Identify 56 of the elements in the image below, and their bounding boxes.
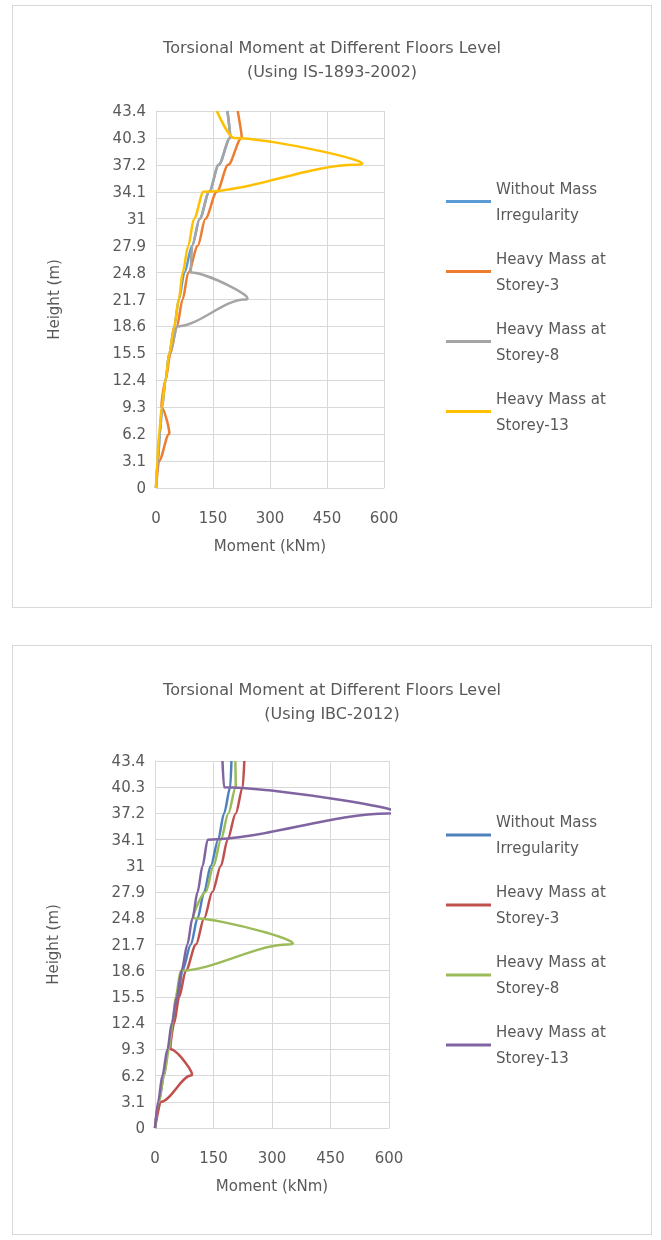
- chart-title: Torsional Moment at Different Floors Level: [162, 37, 501, 57]
- x-tick-label: 450: [312, 508, 342, 527]
- y-tick-label: 9.3: [122, 398, 146, 417]
- x-axis-title: Moment (kNm): [213, 536, 327, 555]
- x-tick-label: 0: [150, 1148, 160, 1167]
- y-tick-label: 6.2: [122, 425, 146, 444]
- x-tick-label: 0: [151, 508, 161, 527]
- legend-label: Heavy Mass at Storey-13: [496, 1023, 611, 1067]
- y-tick-label: 12.4: [111, 1014, 145, 1033]
- legend-label: Heavy Mass at Storey-3: [496, 249, 611, 294]
- y-tick-label: 12.4: [112, 371, 146, 390]
- y-tick-label: 34.1: [112, 182, 146, 201]
- legend-label: Heavy Mass at Storey-13: [496, 389, 611, 434]
- legend-label: Heavy Mass at Storey-3: [496, 883, 611, 927]
- x-tick-label: 150: [198, 508, 228, 527]
- y-tick-label: 9.3: [121, 1040, 145, 1059]
- y-axis-title: Height (m): [43, 904, 62, 985]
- y-axis-title: Height (m): [44, 259, 63, 340]
- y-tick-label: 18.6: [111, 961, 145, 980]
- y-tick-label: 0: [135, 1119, 145, 1137]
- legend-label: Without Mass Irregularity: [496, 179, 602, 224]
- y-tick-label: 43.4: [112, 102, 146, 120]
- y-tick-label: 3.1: [122, 452, 146, 471]
- y-tick-label: 15.5: [111, 987, 145, 1006]
- y-tick-label: 34.1: [111, 830, 145, 849]
- y-tick-label: 40.3: [111, 778, 145, 797]
- legend-label: Heavy Mass at Storey-8: [496, 319, 611, 364]
- y-tick-label: 37.2: [112, 155, 146, 174]
- y-tick-label: 21.7: [112, 290, 146, 309]
- y-tick-label: 31: [125, 856, 145, 875]
- y-tick-label: 0: [136, 479, 146, 497]
- y-tick-label: 31: [126, 209, 146, 228]
- y-tick-label: 24.8: [111, 909, 145, 928]
- x-tick-label: 150: [199, 1148, 228, 1167]
- y-tick-label: 27.9: [111, 883, 145, 902]
- y-tick-label: 6.2: [121, 1066, 145, 1085]
- y-tick-label: 21.7: [111, 935, 145, 954]
- x-tick-label: 600: [374, 1148, 404, 1167]
- chart-title: Torsional Moment at Different Floors Level: [162, 679, 501, 699]
- x-tick-label: 300: [257, 1148, 287, 1167]
- y-tick-label: 24.8: [112, 263, 146, 282]
- x-axis-title: Moment (kNm): [215, 1176, 329, 1195]
- y-tick-label: 15.5: [112, 344, 146, 363]
- y-tick-label: 43.4: [111, 752, 145, 770]
- x-tick-label: 600: [369, 508, 399, 527]
- y-tick-label: 27.9: [112, 236, 146, 255]
- y-tick-label: 18.6: [112, 317, 146, 336]
- chart-subtitle: (Using IBC-2012): [264, 703, 400, 723]
- x-tick-label: 450: [316, 1148, 345, 1167]
- legend-label: Heavy Mass at Storey-8: [496, 953, 611, 997]
- y-tick-label: 3.1: [121, 1092, 145, 1111]
- y-tick-label: 40.3: [112, 128, 146, 147]
- legend-label: Without Mass Irregularity: [496, 813, 602, 857]
- y-tick-label: 37.2: [111, 804, 145, 823]
- chart-subtitle: (Using IS-1893-2002): [246, 61, 418, 81]
- x-tick-label: 300: [255, 508, 285, 527]
